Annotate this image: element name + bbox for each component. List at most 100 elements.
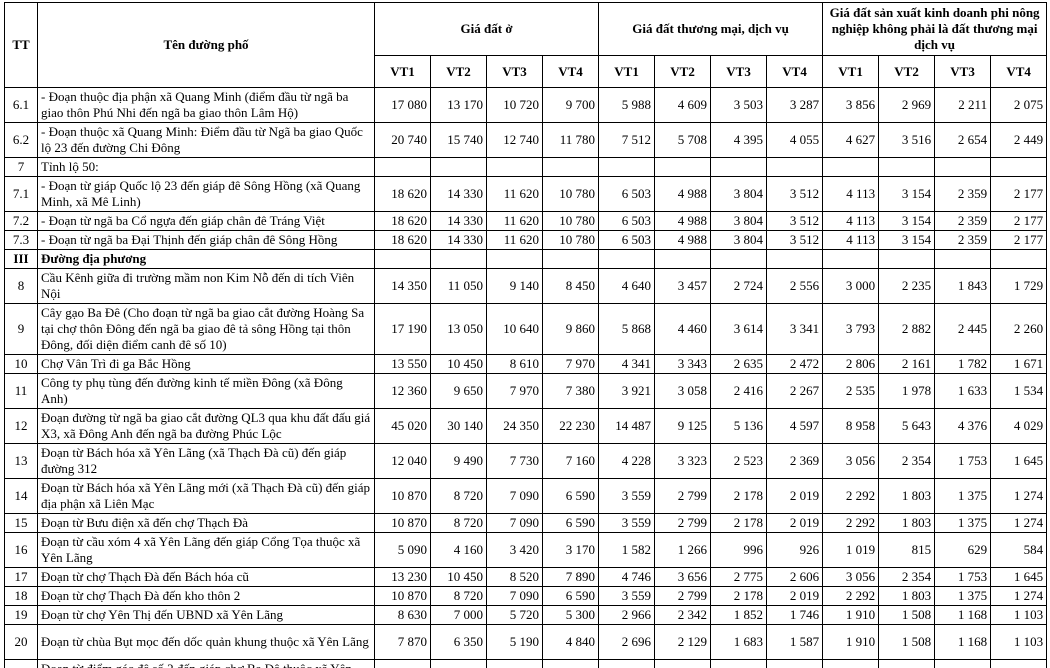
price-value-cell <box>710 249 768 269</box>
price-value-cell: 1 274 <box>990 478 1048 514</box>
price-value-cell <box>374 157 431 177</box>
price-value-cell: 20 740 <box>374 122 431 158</box>
col-group-non-agri-business-price: Giá đất sản xuất kinh doanh phi nông ngh… <box>822 2 1048 56</box>
price-value-cell: 10 870 <box>374 586 431 606</box>
table-header-row-positions: VT1 VT2 VT3 VT4 VT1 VT2 VT3 VT4 VT1 VT2 VT3 VT4 <box>5 55 1048 88</box>
price-value-cell: 18 620 <box>374 176 431 212</box>
price-value-cell <box>654 157 712 177</box>
price-value-cell: 1 266 <box>654 532 712 568</box>
table-row: 7.3- Đoạn từ ngã ba Đại Thịnh đến giáp c… <box>4 230 1048 250</box>
col-header-vt: VT1 <box>822 55 880 88</box>
price-value-cell: 2 177 <box>990 230 1048 250</box>
street-name-cell: Cây gạo Ba Đê (Cho đoạn từ ngã ba giao c… <box>37 303 375 355</box>
price-value-cell: 7 090 <box>486 513 543 533</box>
row-number-cell: 18 <box>4 586 38 606</box>
col-header-vt: VT1 <box>374 55 431 88</box>
price-value-cell: 3 056 <box>822 443 880 479</box>
table-row: 10 Chợ Vân Trì đi ga Bắc Hồng 13 550 10 450… <box>4 354 1048 374</box>
price-value-cell: 3 512 <box>766 176 824 212</box>
price-value-cell: 1 103 <box>990 659 1048 668</box>
price-value-cell: 22 230 <box>541 408 600 444</box>
price-value-cell: 14 350 <box>374 268 431 304</box>
price-value-cell: 2 161 <box>878 354 936 374</box>
price-value-cell: 30 140 <box>430 408 487 444</box>
price-value-cell: 2 799 <box>654 513 712 533</box>
price-value-cell: 3 559 <box>598 586 656 606</box>
price-value-cell: 1 587 <box>766 624 824 660</box>
price-value-cell: 2 472 <box>766 354 824 374</box>
price-value-cell: 24 350 <box>486 408 543 444</box>
price-value-cell: 3 804 <box>710 176 768 212</box>
row-number-cell: 7 <box>4 157 38 177</box>
price-value-cell <box>878 157 936 177</box>
price-value-cell <box>598 249 656 269</box>
price-value-cell: 1 508 <box>878 659 936 668</box>
row-number-cell: 20 <box>4 624 38 660</box>
price-value-cell: 1 582 <box>598 532 656 568</box>
price-value-cell: 4 609 <box>654 87 712 123</box>
price-value-cell: 1 375 <box>934 513 992 533</box>
col-header-tt: TT <box>4 2 38 88</box>
price-value-cell <box>374 249 431 269</box>
table-row: 13 Đoạn từ Bách hóa xã Yên Lãng (xã Thạch… <box>4 443 1048 479</box>
price-value-cell: 584 <box>990 532 1048 568</box>
price-value-cell: 13 170 <box>430 87 487 123</box>
price-value-cell: 1 168 <box>934 659 992 668</box>
price-value-cell: 1 803 <box>878 513 936 533</box>
price-value-cell: 2 019 <box>766 478 824 514</box>
price-value-cell: 4 160 <box>430 532 487 568</box>
price-value-cell: 9 700 <box>541 87 600 123</box>
street-name-cell: Cầu Kênh giữa đi trường mầm non Kim Nỗ đ… <box>37 268 375 304</box>
col-header-vt: VT3 <box>934 55 992 88</box>
price-value-cell: 3 341 <box>766 303 824 355</box>
price-value-cell: 14 330 <box>430 211 487 231</box>
price-value-cell: 2 354 <box>878 567 936 587</box>
street-name-cell: - Đoạn từ ngã ba Đại Thịnh đến giáp chân… <box>37 230 375 250</box>
row-number-cell: 7.3 <box>4 230 38 250</box>
price-value-cell: 1 633 <box>934 373 992 409</box>
row-number-cell: 21 <box>4 659 38 668</box>
price-value-cell: 1 103 <box>990 605 1048 625</box>
price-value-cell: 8 520 <box>486 567 543 587</box>
price-value-cell: 2 416 <box>710 373 768 409</box>
price-value-cell: 1 753 <box>934 567 992 587</box>
price-value-cell: 2 966 <box>598 605 656 625</box>
price-value-cell: 7 970 <box>486 373 543 409</box>
table-row: III Đường địa phương <box>4 249 1048 269</box>
price-value-cell <box>822 157 880 177</box>
price-value-cell <box>934 249 992 269</box>
price-value-cell: 7 730 <box>486 443 543 479</box>
price-value-cell: 5 708 <box>654 122 712 158</box>
row-number-cell: 7.1 <box>4 176 38 212</box>
price-value-cell: 45 020 <box>374 408 431 444</box>
price-value-cell: 18 620 <box>374 230 431 250</box>
price-value-cell: 7 000 <box>430 605 487 625</box>
price-value-cell: 4 988 <box>654 176 712 212</box>
price-value-cell: 11 050 <box>430 268 487 304</box>
col-header-vt: VT3 <box>486 55 543 88</box>
col-header-vt: VT1 <box>598 55 656 88</box>
price-value-cell: 2 369 <box>766 443 824 479</box>
street-name-cell: - Đoạn thuộc xã Quang Minh: Điểm đầu từ … <box>37 122 375 158</box>
row-number-cell: 6.2 <box>4 122 38 158</box>
price-value-cell: 6 590 <box>541 513 600 533</box>
price-value-cell: 1 910 <box>822 624 880 660</box>
price-value-cell: 2 177 <box>990 176 1048 212</box>
price-value-cell: 3 804 <box>710 211 768 231</box>
price-value-cell: 4 746 <box>598 567 656 587</box>
price-value-cell <box>990 249 1048 269</box>
price-value-cell: 3 154 <box>878 211 936 231</box>
price-value-cell: 3 512 <box>766 230 824 250</box>
price-value-cell: 2 178 <box>710 513 768 533</box>
price-value-cell: 12 740 <box>486 122 543 158</box>
row-number-cell: 9 <box>4 303 38 355</box>
row-number-cell: 15 <box>4 513 38 533</box>
street-name-cell: Đoạn từ Bưu điện xã đến chợ Thạch Đà <box>37 513 375 533</box>
price-value-cell: 7 160 <box>541 443 600 479</box>
price-value-cell <box>766 157 824 177</box>
table-row: 7.1- Đoạn từ giáp Quốc lộ 23 đến giáp đê… <box>4 176 1048 212</box>
price-value-cell: 9 140 <box>486 268 543 304</box>
price-value-cell <box>990 157 1048 177</box>
price-value-cell: 1 746 <box>766 605 824 625</box>
price-value-cell: 4 029 <box>990 408 1048 444</box>
